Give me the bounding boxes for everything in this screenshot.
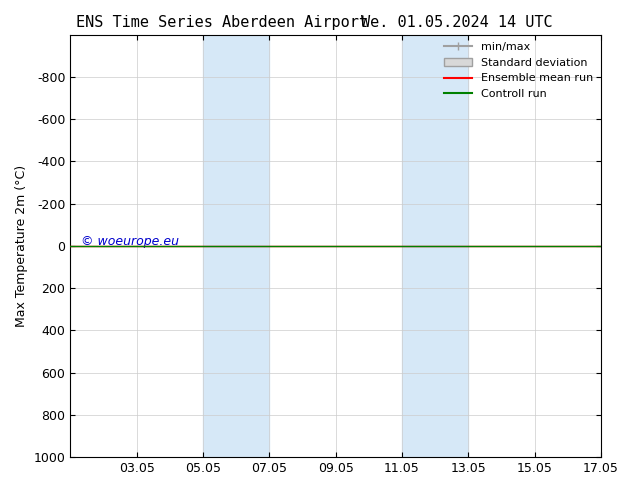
- Text: © woeurope.eu: © woeurope.eu: [81, 235, 179, 248]
- Y-axis label: Max Temperature 2m (°C): Max Temperature 2m (°C): [15, 165, 28, 327]
- Text: ENS Time Series Aberdeen Airport: ENS Time Series Aberdeen Airport: [76, 15, 368, 30]
- Legend: min/max, Standard deviation, Ensemble mean run, Controll run: min/max, Standard deviation, Ensemble me…: [440, 38, 598, 103]
- Text: We. 01.05.2024 14 UTC: We. 01.05.2024 14 UTC: [361, 15, 552, 30]
- Bar: [402, 35, 469, 457]
- Bar: [203, 35, 269, 457]
